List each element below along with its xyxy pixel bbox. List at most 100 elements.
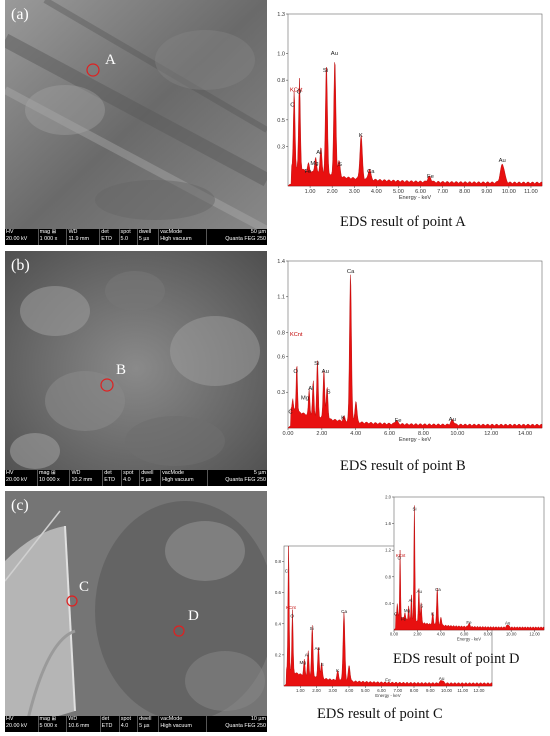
peak-label: C (285, 568, 289, 573)
y-tick-label: 0.3 (277, 390, 285, 396)
peak-label: C (394, 611, 398, 616)
sem-image-c: (c) C D HV 20.00 kV mag ⊞ 5 000 x WD 10.6 m… (5, 491, 267, 732)
peak-label: Al (308, 386, 313, 392)
y-tick-label: 1.0 (277, 52, 285, 58)
plot-frame (287, 13, 543, 187)
y-tick-label: 0.6 (277, 354, 285, 360)
x-tick-label: 7.00 (393, 688, 402, 693)
peak-label: S (338, 162, 342, 168)
y-tick-label: 1.3 (277, 12, 285, 18)
peak-label: C (288, 410, 293, 416)
y-tick-label: 0.2 (275, 652, 282, 657)
peak-label: Al (316, 150, 321, 156)
point-label-c: C (79, 579, 90, 595)
peak-label: Al (305, 652, 309, 657)
peak-label: Ca (367, 169, 375, 175)
peak-label: Au (439, 676, 445, 681)
peak-label: C (290, 103, 295, 109)
peak-label: Ca (435, 587, 441, 592)
x-tick-label: 10.00 (441, 688, 453, 693)
x-tick-label: 8.00 (410, 688, 419, 693)
peak-label: Mg (299, 660, 306, 665)
sem-databar-b: HV 20.00 kV mag ⊞ 10 000 x WD 10.2 mm det ET… (5, 470, 267, 486)
eds-chart-b: 0.3 0.6 0.8 1.1 1.4 KCnt 0.00 2.00 4.00 6.00 8.00 1… (268, 255, 548, 450)
peak-label: Ca (341, 609, 347, 614)
sem-texture-c (5, 491, 267, 732)
y-tick-label: 0.4 (385, 601, 391, 606)
x-axis-label: Energy - keV (457, 636, 481, 641)
x-tick-label: 8.00 (484, 632, 493, 637)
x-tick-label: 1.00 (305, 189, 316, 195)
peak-label: Al (408, 598, 412, 603)
peak-label: S (327, 389, 331, 395)
y-tick-label: 1.2 (385, 548, 391, 553)
caption-c: EDS result of point C (317, 706, 443, 722)
peak-label: O (297, 89, 302, 95)
sem-image-b: (b) B HV 20.00 kV mag ⊞ 10 000 x WD 10.2 mm… (5, 251, 267, 486)
y-tick-label: 0.4 (275, 621, 282, 626)
peak-label: Au (322, 369, 329, 375)
point-label-d: D (188, 608, 199, 624)
sem-texture-a (5, 0, 267, 245)
peak-label: Mg (301, 395, 309, 401)
x-tick-label: 10.00 (450, 431, 464, 437)
y-tick-label: 0.8 (275, 559, 282, 564)
peak-label: Fe (401, 617, 407, 622)
sem-databar-a: HV 20.00 kV mag ⊞ 1 000 x WD 11.9 mm det ETD… (5, 229, 267, 245)
x-tick-label: 12.00 (529, 632, 540, 637)
caption-d: EDS result of point D (393, 651, 520, 667)
peak-label: O (398, 556, 402, 561)
x-tick-label: 8.00 (459, 189, 470, 195)
y-tick-label: 0.3 (277, 144, 285, 150)
spectrum-area (283, 545, 493, 687)
peak-label: K (431, 611, 434, 616)
eds-chart-d: 0.4 0.8 1.2 1.6 2.0 KCnt 0.00 2.00 4.00 6.00 8.00 1… (378, 491, 548, 646)
x-tick-label: 9.00 (426, 688, 435, 693)
peak-label: Mg (310, 161, 318, 167)
x-tick-label: 8.00 (418, 431, 429, 437)
peak-label: Au (331, 51, 338, 57)
peak-label: O (290, 614, 294, 619)
x-axis-label: Energy - keV (375, 693, 400, 698)
x-axis-label: Energy - keV (399, 195, 432, 201)
peak-label: K (341, 416, 345, 422)
x-tick-label: 6.00 (377, 688, 386, 693)
y-tick-label: 0.8 (277, 331, 285, 337)
caption-b: EDS result of point B (340, 458, 466, 474)
panel-label-c: (c) (11, 497, 29, 514)
panel-label-a: (a) (11, 6, 29, 23)
peak-label: Au (505, 621, 511, 626)
x-tick-label: 9.00 (481, 189, 492, 195)
x-tick-label: 6.00 (460, 632, 469, 637)
point-label-b: B (116, 362, 127, 378)
peak-label: Si (413, 506, 417, 511)
peak-label: Si (314, 361, 319, 367)
y-tick-label: 0.6 (275, 590, 282, 595)
plot-frame (287, 260, 543, 429)
y-tick-label: 2.0 (385, 494, 391, 499)
x-tick-label: 3.00 (328, 688, 337, 693)
y-tick-label: 1.4 (277, 259, 285, 265)
x-tick-label: 11.00 (457, 688, 468, 693)
peak-label: Fe (395, 418, 402, 424)
y-axis-label: KCnt (290, 332, 303, 338)
x-tick-label: 11.00 (524, 189, 538, 195)
x-tick-label: 2.00 (316, 431, 327, 437)
peak-label: K (359, 133, 363, 139)
peak-label: Fe (427, 174, 434, 180)
x-tick-label: 6.00 (415, 189, 426, 195)
peak-label: S (420, 603, 423, 608)
x-tick-label: 6.00 (384, 431, 395, 437)
x-tick-label: 14.00 (518, 431, 532, 437)
peak-label: Ca (347, 269, 355, 275)
point-label-a: A (105, 52, 116, 68)
peak-label: Si (310, 626, 314, 631)
x-tick-label: 7.00 (437, 189, 448, 195)
x-tick-label: 5.00 (361, 688, 370, 693)
y-tick-label: 0.8 (277, 78, 285, 84)
spectrum-area (287, 274, 543, 429)
peak-label: Fe (304, 169, 311, 175)
sem-databar-c: HV 20.00 kV mag ⊞ 5 000 x WD 10.6 mm det ETD… (5, 716, 267, 732)
panel-label-b: (b) (11, 257, 30, 274)
peak-label: S (321, 662, 324, 667)
